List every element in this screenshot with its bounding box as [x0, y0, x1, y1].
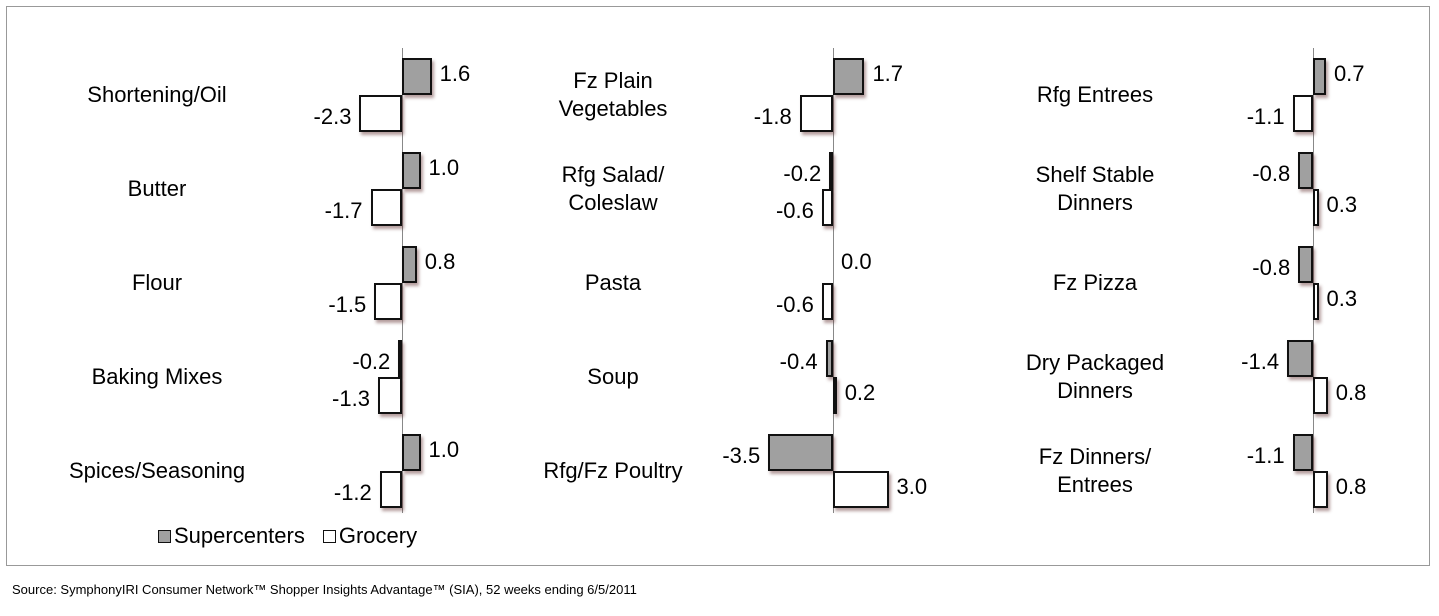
value-label: 0.3	[1326, 285, 1358, 311]
value-label: 0.2	[844, 379, 876, 405]
value-label: -0.6	[775, 291, 814, 317]
value-label: -1.8	[753, 103, 792, 129]
category-label: Pasta	[584, 270, 642, 295]
value-label: -1.7	[324, 197, 363, 223]
bar	[768, 434, 833, 471]
bar	[1313, 189, 1319, 226]
value-label: -0.4	[779, 348, 818, 374]
value-label: -1.1	[1246, 442, 1285, 468]
bar	[1313, 471, 1328, 508]
bar	[1298, 152, 1313, 189]
value-label: 0.8	[424, 248, 456, 274]
value-label: -0.8	[1252, 160, 1291, 186]
value-label: 1.0	[428, 154, 460, 180]
category-label: Fz Dinners/ Entrees	[1038, 444, 1152, 497]
value-label: 0.7	[1333, 60, 1365, 86]
bar	[359, 95, 402, 132]
bar	[799, 95, 833, 132]
bar	[402, 434, 421, 471]
category-label: Shelf Stable Dinners	[1035, 162, 1155, 215]
bar	[402, 58, 432, 95]
bar	[833, 377, 837, 414]
value-label: 0.8	[1335, 379, 1367, 405]
bar	[1313, 58, 1326, 95]
value-label: -1.3	[332, 385, 370, 411]
bar	[402, 246, 417, 283]
bar	[1292, 95, 1313, 132]
value-label: -1.4	[1241, 348, 1280, 374]
bar	[402, 152, 421, 189]
bar	[825, 340, 833, 377]
category-label: Spices/Seasoning	[68, 458, 246, 483]
bar	[377, 377, 402, 414]
bar	[821, 283, 833, 320]
category-label: Rfg Salad/ Coleslaw	[561, 162, 665, 215]
value-label: -1.2	[333, 479, 372, 505]
frame	[6, 6, 1430, 566]
value-label: -0.6	[775, 197, 814, 223]
category-label: Rfg/Fz Poultry	[543, 458, 683, 483]
value-label: 3.0	[896, 473, 928, 499]
value-label: 0.3	[1326, 191, 1358, 217]
category-label: Baking Mixes	[91, 364, 223, 389]
bar	[829, 152, 834, 189]
value-label: -3.5	[722, 442, 761, 468]
value-label: 0.0	[841, 248, 872, 274]
legend-swatch	[322, 530, 336, 543]
bar	[1287, 340, 1313, 377]
bar	[398, 340, 403, 377]
value-label: -0.8	[1252, 254, 1291, 280]
category-label: Flour	[131, 270, 183, 295]
zero-axis	[1313, 48, 1314, 513]
bar	[374, 283, 402, 320]
value-label: 1.7	[872, 60, 904, 86]
bar	[833, 58, 865, 95]
bar	[379, 471, 402, 508]
category-label: Dry Packaged Dinners	[1025, 350, 1165, 403]
bar	[1313, 377, 1328, 414]
value-label: 1.6	[439, 60, 471, 86]
category-label: Fz Pizza	[1052, 270, 1138, 295]
bar	[1313, 283, 1319, 320]
value-label: -2.3	[313, 103, 352, 129]
bar	[833, 471, 889, 508]
value-label: 0.8	[1335, 473, 1367, 499]
legend-label: Supercenters	[174, 523, 305, 548]
category-label: Rfg Entrees	[1036, 82, 1154, 107]
value-label: -0.2	[352, 348, 391, 374]
legend-label: Grocery	[338, 523, 418, 548]
source-note: Source: SymphonyIRI Consumer Network™ Sh…	[12, 582, 637, 597]
zero-axis	[833, 48, 834, 513]
bar	[1298, 246, 1313, 283]
bar	[821, 189, 833, 226]
bar	[1292, 434, 1313, 471]
legend-swatch	[158, 530, 171, 543]
value-label: -0.2	[783, 160, 822, 186]
category-label: Fz Plain Vegetables	[558, 68, 668, 121]
value-label: 1.0	[428, 436, 460, 462]
category-label: Butter	[127, 176, 187, 201]
category-label: Soup	[587, 364, 639, 389]
category-label: Shortening/Oil	[87, 82, 227, 107]
value-label: -1.5	[328, 291, 367, 317]
bar	[370, 189, 402, 226]
value-label: -1.1	[1246, 103, 1285, 129]
